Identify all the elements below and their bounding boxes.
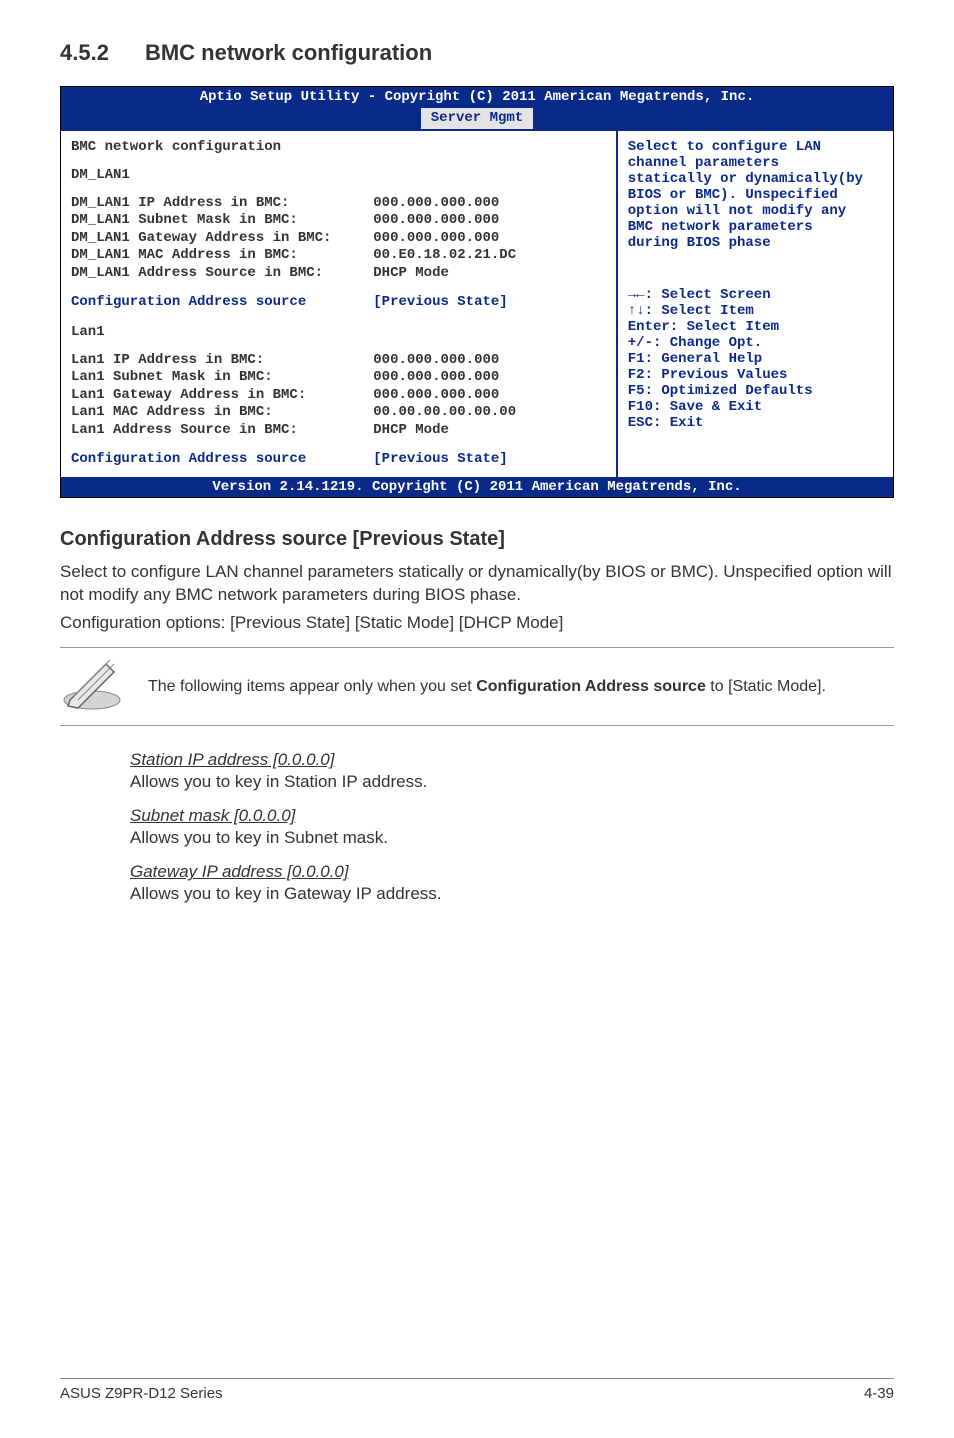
bios-titlebar: Aptio Setup Utility - Copyright (C) 2011…: [61, 87, 893, 129]
bios-desc-line: BIOS or BMC). Unspecified: [628, 187, 883, 203]
bios-help-line: →←: Select Screen: [628, 287, 883, 303]
bios-tab: Server Mgmt: [421, 108, 533, 129]
bios-desc-line: channel parameters: [628, 155, 883, 171]
bios-help-line: ↑↓: Select Item: [628, 303, 883, 319]
page-footer: ASUS Z9PR-D12 Series 4-39: [60, 1378, 894, 1402]
item-block: Subnet mask [0.0.0.0] Allows you to key …: [130, 806, 894, 848]
bios-config-row: Configuration Address source[Previous St…: [71, 294, 606, 312]
bios-desc-line: during BIOS phase: [628, 235, 883, 251]
section-number: 4.5.2: [60, 40, 109, 66]
note-prefix: The following items appear only when you…: [148, 678, 476, 695]
bios-body: BMC network configuration DM_LAN1 DM_LAN…: [61, 129, 893, 477]
bios-row: DM_LAN1 Gateway Address in BMC:000.000.0…: [71, 230, 606, 248]
bios-group-label: Lan1: [71, 324, 606, 340]
bios-help-line: F2: Previous Values: [628, 367, 883, 383]
bios-row: Lan1 Address Source in BMC:DHCP Mode: [71, 422, 606, 440]
note-box: The following items appear only when you…: [60, 647, 894, 726]
bios-desc-line: Select to configure LAN: [628, 139, 883, 155]
bios-help-line: Enter: Select Item: [628, 319, 883, 335]
bios-group-label: DM_LAN1: [71, 167, 606, 183]
bios-help-line: +/-: Change Opt.: [628, 335, 883, 351]
bios-row: Lan1 IP Address in BMC:000.000.000.000: [71, 352, 606, 370]
bios-row: DM_LAN1 MAC Address in BMC:00.E0.18.02.2…: [71, 247, 606, 265]
bios-row: DM_LAN1 IP Address in BMC:000.000.000.00…: [71, 195, 606, 213]
config-subheading: Configuration Address source [Previous S…: [60, 528, 894, 551]
item-block: Gateway IP address [0.0.0.0] Allows you …: [130, 862, 894, 904]
item-title: Subnet mask [0.0.0.0]: [130, 806, 894, 826]
note-suffix: to [Static Mode].: [706, 678, 826, 695]
bios-help-line: F10: Save & Exit: [628, 399, 883, 415]
bios-row: DM_LAN1 Address Source in BMC:DHCP Mode: [71, 265, 606, 283]
item-block: Station IP address [0.0.0.0] Allows you …: [130, 750, 894, 792]
bios-config-row: Configuration Address source[Previous St…: [71, 451, 606, 469]
note-text: The following items appear only when you…: [148, 676, 894, 698]
section-heading: 4.5.2 BMC network configuration: [60, 40, 894, 66]
footer-right: 4-39: [864, 1385, 894, 1402]
bios-title-text: Aptio Setup Utility - Copyright (C) 2011…: [61, 89, 893, 106]
bios-section-heading: BMC network configuration: [71, 139, 606, 155]
config-body-1: Select to configure LAN channel paramete…: [60, 561, 894, 607]
note-bold: Configuration Address source: [476, 678, 706, 695]
item-body: Allows you to key in Station IP address.: [130, 772, 894, 792]
item-title: Gateway IP address [0.0.0.0]: [130, 862, 894, 882]
item-body: Allows you to key in Gateway IP address.: [130, 884, 894, 904]
bios-footer: Version 2.14.1219. Copyright (C) 2011 Am…: [61, 477, 893, 497]
bios-row: DM_LAN1 Subnet Mask in BMC:000.000.000.0…: [71, 212, 606, 230]
bios-help-line: F5: Optimized Defaults: [628, 383, 883, 399]
item-title: Station IP address [0.0.0.0]: [130, 750, 894, 770]
bios-right-pane: Select to configure LAN channel paramete…: [618, 131, 893, 477]
bios-left-pane: BMC network configuration DM_LAN1 DM_LAN…: [61, 131, 618, 477]
pencil-icon: [60, 656, 124, 717]
bios-row: Lan1 Subnet Mask in BMC:000.000.000.000: [71, 369, 606, 387]
bios-screenshot: Aptio Setup Utility - Copyright (C) 2011…: [60, 86, 894, 498]
bios-help-line: F1: General Help: [628, 351, 883, 367]
footer-left: ASUS Z9PR-D12 Series: [60, 1385, 223, 1402]
bios-row: Lan1 MAC Address in BMC:00.00.00.00.00.0…: [71, 404, 606, 422]
section-title: BMC network configuration: [145, 40, 432, 65]
bios-desc-line: BMC network parameters: [628, 219, 883, 235]
bios-desc-line: option will not modify any: [628, 203, 883, 219]
config-body-2: Configuration options: [Previous State] …: [60, 612, 894, 635]
bios-row: Lan1 Gateway Address in BMC:000.000.000.…: [71, 387, 606, 405]
bios-desc-line: statically or dynamically(by: [628, 171, 883, 187]
bios-help-line: ESC: Exit: [628, 415, 883, 431]
item-body: Allows you to key in Subnet mask.: [130, 828, 894, 848]
